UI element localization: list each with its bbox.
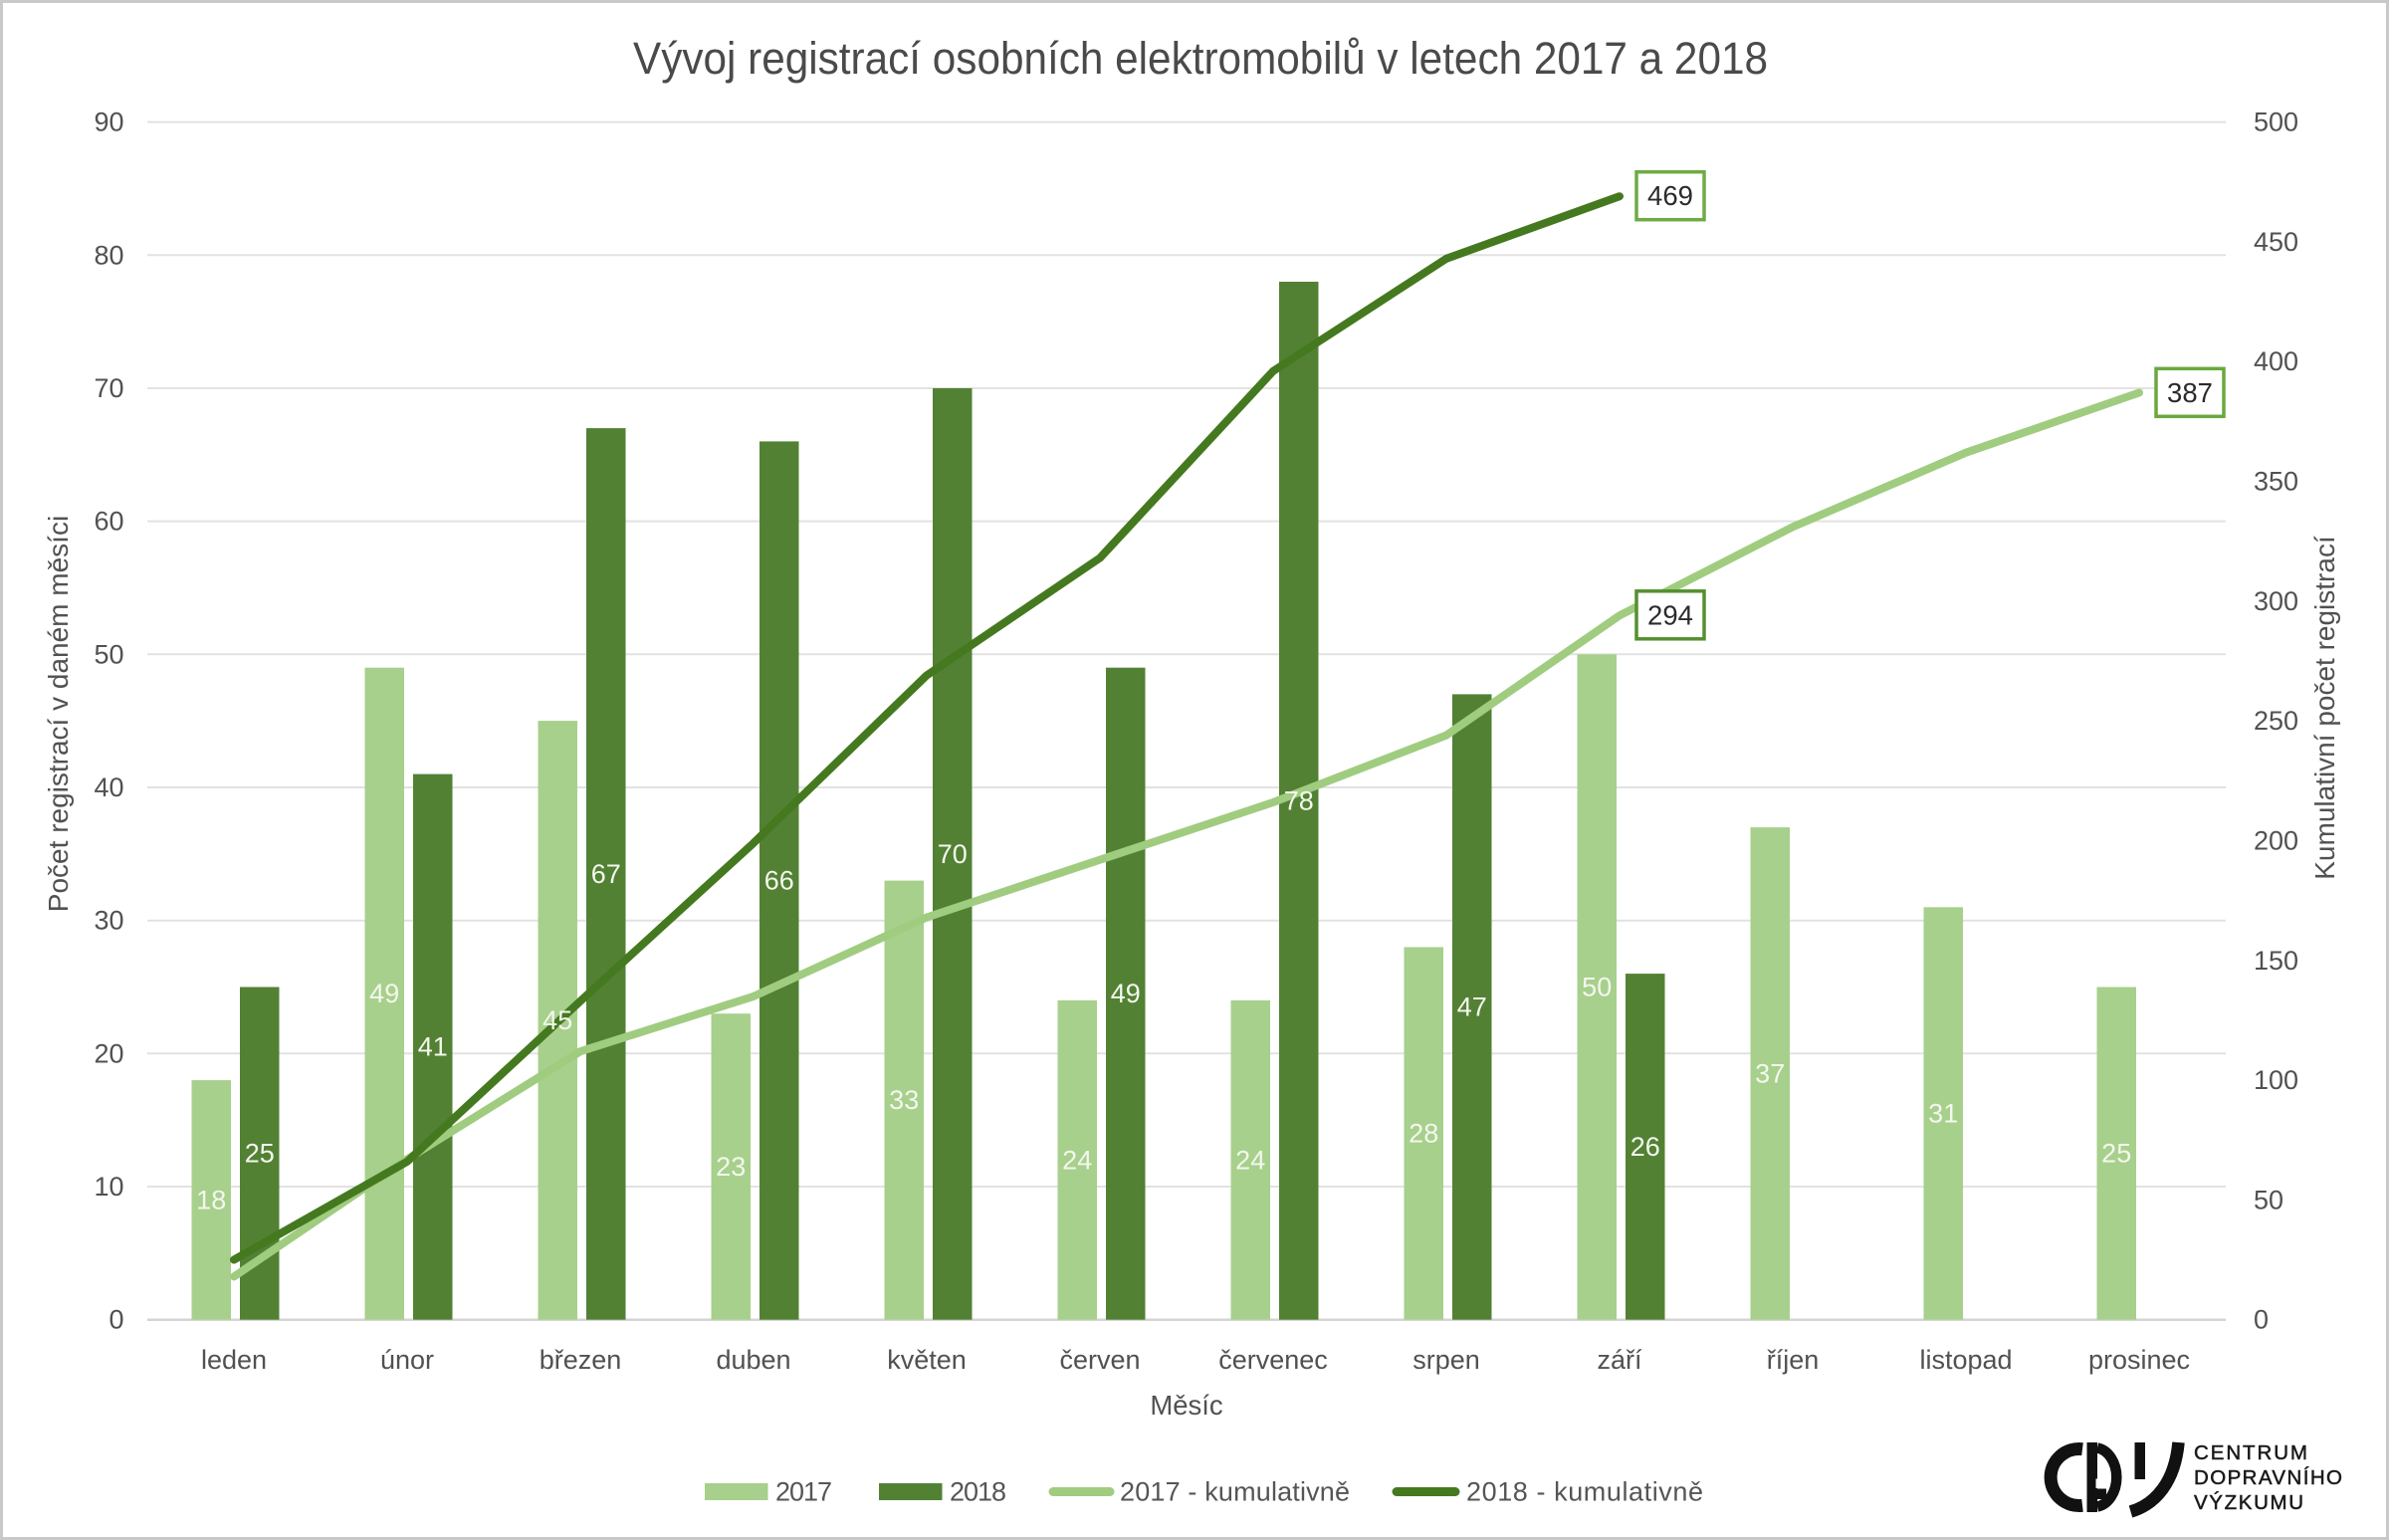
svg-text:DOPRAVNÍHO: DOPRAVNÍHO [2194,1466,2343,1489]
svg-text:Kumulativní počet registrací: Kumulativní počet registrací [2309,536,2340,880]
svg-text:31: 31 [1928,1099,1958,1129]
svg-text:únor: únor [380,1345,434,1375]
svg-text:CENTRUM: CENTRUM [2194,1441,2308,1464]
svg-text:24: 24 [1235,1145,1265,1175]
svg-text:20: 20 [94,1038,123,1068]
svg-text:50: 50 [94,639,123,669]
svg-text:Vývoj registrací osobních elek: Vývoj registrací osobních elektromobilů … [633,33,1768,84]
svg-text:srpen: srpen [1412,1345,1480,1375]
svg-text:47: 47 [1457,992,1487,1022]
svg-text:září: září [1597,1345,1642,1375]
svg-text:45: 45 [543,1005,572,1035]
svg-text:březen: březen [540,1345,622,1375]
svg-text:prosinec: prosinec [2088,1345,2190,1375]
svg-text:78: 78 [1284,785,1314,815]
svg-text:294: 294 [1647,599,1693,630]
svg-text:66: 66 [764,866,794,896]
svg-text:250: 250 [2254,706,2298,736]
svg-text:květen: květen [887,1345,967,1375]
svg-text:18: 18 [196,1185,226,1214]
svg-text:387: 387 [2167,377,2213,408]
svg-text:24: 24 [1062,1145,1092,1175]
svg-text:41: 41 [418,1032,448,1062]
svg-text:0: 0 [2254,1305,2269,1335]
svg-text:49: 49 [1111,979,1141,1008]
svg-text:2018: 2018 [950,1477,1006,1507]
svg-text:49: 49 [369,979,399,1008]
svg-text:67: 67 [591,859,621,889]
svg-text:červenec: červenec [1218,1345,1328,1375]
svg-text:450: 450 [2254,227,2298,257]
svg-text:2017: 2017 [775,1477,832,1507]
svg-text:37: 37 [1755,1058,1785,1088]
svg-text:300: 300 [2254,586,2298,616]
svg-text:26: 26 [1630,1132,1660,1162]
svg-text:listopad: listopad [1919,1345,2012,1375]
svg-text:28: 28 [1409,1119,1438,1149]
svg-text:duben: duben [716,1345,790,1375]
svg-text:červen: červen [1059,1345,1140,1375]
svg-text:50: 50 [1582,973,1612,1002]
svg-text:500: 500 [2254,108,2298,137]
svg-text:VÝZKUMU: VÝZKUMU [2194,1491,2304,1514]
svg-text:400: 400 [2254,346,2298,376]
svg-text:Měsíc: Měsíc [1150,1390,1223,1421]
svg-text:70: 70 [94,373,123,403]
svg-text:50: 50 [2254,1185,2283,1214]
svg-text:350: 350 [2254,467,2298,497]
svg-text:150: 150 [2254,946,2298,976]
svg-text:200: 200 [2254,826,2298,856]
svg-text:leden: leden [201,1345,267,1375]
svg-text:25: 25 [2101,1139,2131,1169]
svg-text:469: 469 [1647,180,1693,211]
svg-text:2017 - kumulativně: 2017 - kumulativně [1120,1477,1350,1507]
svg-text:70: 70 [938,839,968,869]
svg-text:90: 90 [94,108,123,137]
svg-text:60: 60 [94,507,123,537]
svg-text:říjen: říjen [1767,1345,1820,1375]
svg-text:10: 10 [94,1172,123,1202]
svg-text:23: 23 [716,1152,746,1182]
svg-text:2018 - kumulativně: 2018 - kumulativně [1466,1477,1703,1507]
svg-text:100: 100 [2254,1065,2298,1095]
svg-text:80: 80 [94,240,123,270]
svg-text:0: 0 [109,1305,123,1335]
svg-text:33: 33 [889,1085,919,1115]
svg-text:Počet registrací v daném měsíc: Počet registrací v daném měsíci [43,516,74,912]
svg-text:25: 25 [245,1139,275,1169]
svg-text:30: 30 [94,906,123,936]
svg-text:40: 40 [94,772,123,802]
